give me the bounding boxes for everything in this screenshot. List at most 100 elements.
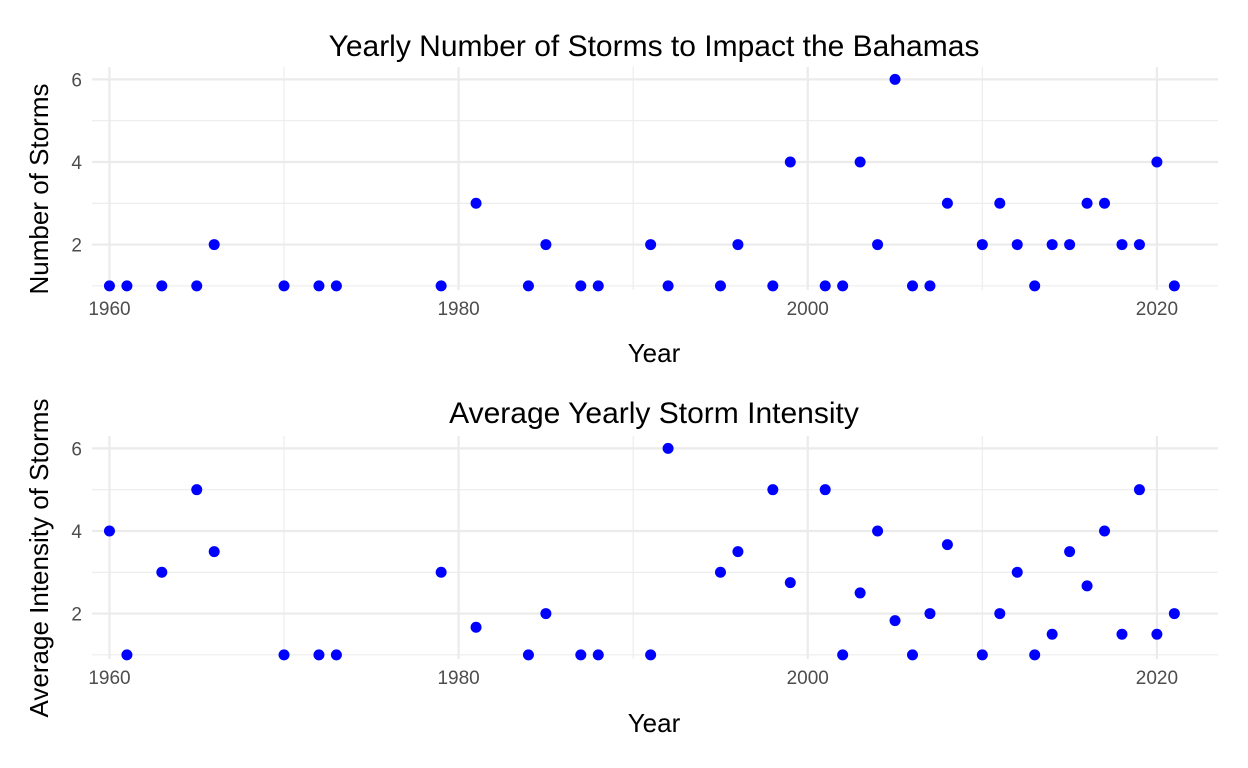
- data-point: [924, 608, 936, 620]
- data-point: [575, 649, 587, 661]
- grid: [92, 436, 1218, 659]
- data-point: [522, 280, 534, 292]
- x-tick-label: 2020: [1136, 668, 1178, 689]
- x-tick-labels: 1960 1980 2000 2020: [88, 668, 1178, 689]
- y-tick-labels: 2 4 6: [71, 439, 82, 625]
- data-point: [1133, 484, 1145, 496]
- data-point: [592, 649, 604, 661]
- data-point: [313, 280, 325, 292]
- data-point: [837, 280, 849, 292]
- data-point: [470, 621, 482, 633]
- data-point: [121, 280, 133, 292]
- chart-title: Average Yearly Storm Intensity: [449, 397, 859, 430]
- data-point: [906, 649, 918, 661]
- data-point: [872, 525, 884, 537]
- y-tick-labels: 2 4 6: [71, 70, 82, 256]
- data-point: [1064, 239, 1076, 251]
- data-points: [103, 73, 1180, 292]
- data-point: [906, 280, 918, 292]
- data-point: [522, 649, 534, 661]
- data-point: [1011, 239, 1023, 251]
- data-point: [470, 197, 482, 209]
- y-tick-label: 4: [71, 522, 82, 543]
- data-point: [1029, 280, 1041, 292]
- data-point: [1099, 525, 1111, 537]
- data-point: [208, 546, 220, 558]
- data-point: [976, 649, 988, 661]
- data-point: [1011, 566, 1023, 578]
- y-tick-label: 6: [71, 70, 82, 91]
- data-point: [540, 608, 552, 620]
- data-point: [994, 608, 1006, 620]
- data-point: [784, 577, 796, 589]
- x-tick-label: 2000: [787, 668, 829, 689]
- data-point: [941, 197, 953, 209]
- data-point: [330, 280, 342, 292]
- data-point: [278, 649, 290, 661]
- data-point: [854, 156, 866, 168]
- data-point: [1046, 239, 1058, 251]
- data-point: [1151, 156, 1163, 168]
- data-point: [156, 280, 168, 292]
- data-point: [1116, 628, 1128, 640]
- data-point: [435, 280, 447, 292]
- data-point: [994, 197, 1006, 209]
- y-axis-label: Number of Storms: [24, 84, 54, 295]
- storm-intensity-chart: Average Yearly Storm Intensity 1960 1980 2…: [24, 397, 1218, 738]
- x-tick-label: 2020: [1136, 299, 1178, 320]
- data-point: [592, 280, 604, 292]
- x-axis-label: Year: [628, 708, 681, 738]
- data-point: [435, 566, 447, 578]
- data-point: [889, 615, 901, 627]
- data-point: [1168, 280, 1180, 292]
- data-point: [732, 239, 744, 251]
- chart-title: Yearly Number of Storms to Impact the Ba…: [329, 30, 980, 63]
- data-point: [837, 649, 849, 661]
- storm-count-chart: Yearly Number of Storms to Impact the Ba…: [24, 30, 1218, 368]
- data-point: [1133, 239, 1145, 251]
- data-point: [732, 546, 744, 558]
- data-point: [1064, 546, 1076, 558]
- data-point: [121, 649, 133, 661]
- x-tick-label: 1980: [437, 299, 479, 320]
- data-point: [976, 239, 988, 251]
- data-point: [872, 239, 884, 251]
- data-point: [330, 649, 342, 661]
- data-point: [662, 280, 674, 292]
- data-point: [103, 280, 115, 292]
- y-tick-label: 2: [71, 605, 82, 626]
- data-point: [313, 649, 325, 661]
- x-tick-labels: 1960 1980 2000 2020: [88, 299, 1178, 320]
- x-tick-label: 1960: [88, 668, 130, 689]
- data-point: [645, 239, 657, 251]
- data-point: [540, 239, 552, 251]
- data-point: [156, 566, 168, 578]
- x-tick-label: 2000: [787, 299, 829, 320]
- data-point: [645, 649, 657, 661]
- data-point: [941, 539, 953, 551]
- data-point: [191, 484, 203, 496]
- data-point: [819, 280, 831, 292]
- data-point: [714, 280, 726, 292]
- data-point: [1116, 239, 1128, 251]
- data-point: [575, 280, 587, 292]
- data-point: [662, 442, 674, 454]
- grid: [92, 67, 1218, 290]
- data-point: [103, 525, 115, 537]
- data-point: [767, 280, 779, 292]
- data-point: [1151, 628, 1163, 640]
- data-point: [208, 239, 220, 251]
- data-point: [191, 280, 203, 292]
- y-tick-label: 4: [71, 153, 82, 174]
- data-point: [1099, 197, 1111, 209]
- y-axis-label: Average Intensity of Storms: [24, 399, 54, 718]
- data-point: [714, 566, 726, 578]
- x-tick-label: 1960: [88, 299, 130, 320]
- data-point: [784, 156, 796, 168]
- data-point: [1081, 580, 1093, 592]
- data-point: [1168, 608, 1180, 620]
- data-point: [924, 280, 936, 292]
- data-points: [103, 442, 1180, 661]
- data-point: [278, 280, 290, 292]
- data-point: [889, 73, 901, 85]
